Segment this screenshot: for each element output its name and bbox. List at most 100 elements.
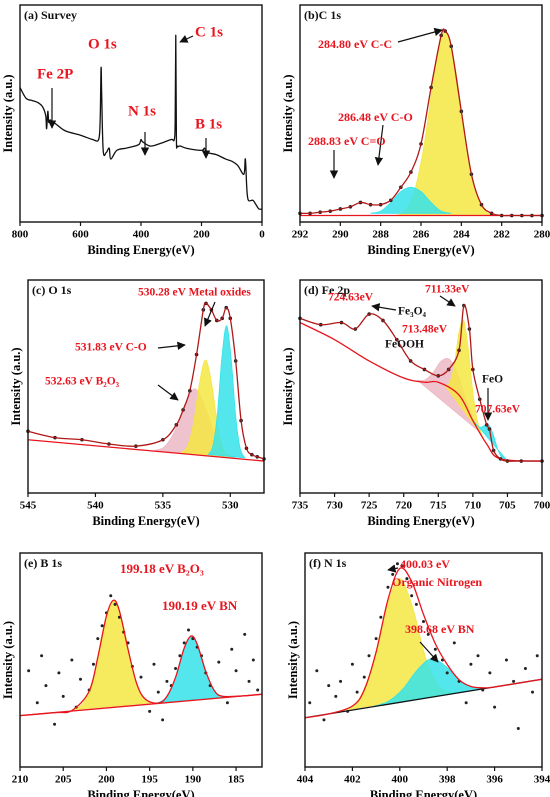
x-tick-label: 715 [430, 500, 447, 512]
x-tick-label: 725 [361, 500, 378, 512]
raw-point [187, 628, 191, 632]
raw-point [322, 718, 326, 722]
x-tick-label: 540 [87, 500, 104, 512]
annotation: 284.80 eV C-C [318, 37, 392, 51]
x-axis-label: Binding Energy(eV) [367, 243, 474, 257]
envelope-line [19, 599, 263, 717]
raw-point [504, 658, 508, 662]
plot-frame [19, 552, 263, 768]
raw-point [308, 701, 312, 705]
x-axis-label: Binding Energy(eV) [370, 788, 477, 797]
annotation: B 1s [195, 116, 222, 132]
raw-point [79, 677, 82, 681]
raw-point [234, 669, 238, 673]
panel-title: (f) N 1s [309, 556, 347, 570]
panel-title: (e) B 1s [24, 556, 62, 570]
annotation-arrow [157, 384, 179, 401]
annotation: Organic Nitrogen [392, 575, 482, 589]
x-tick-label: 286 [413, 229, 430, 241]
raw-point [148, 709, 152, 713]
x-tick-label: 185 [228, 774, 245, 786]
x-tick-label: 280 [534, 229, 550, 241]
plot-frame [27, 279, 265, 494]
envelope-line [299, 304, 542, 462]
annotation-arrow [439, 295, 456, 307]
annotation-arrow [387, 564, 399, 573]
background-line [299, 322, 543, 462]
annotation-arrow [179, 35, 194, 43]
panel-title: (a) Survey [24, 8, 77, 22]
raw-point [400, 564, 404, 568]
annotation: 532.63 eV B₂O₃ [45, 376, 120, 388]
raw-point [426, 632, 430, 636]
raw-point [391, 572, 395, 576]
x-axis-label: Binding Energy(eV) [367, 514, 474, 528]
plot-frame [19, 4, 263, 223]
raw-point [452, 641, 456, 645]
x-tick-label: 545 [20, 500, 37, 512]
x-axis-label: Binding Energy(eV) [87, 243, 194, 257]
y-axis-label: Intensity (a.u.) [286, 621, 300, 699]
annotation: C 1s [195, 24, 223, 40]
x-tick-label: 400 [392, 774, 409, 786]
raw-point [251, 658, 255, 662]
raw-point [100, 624, 104, 628]
raw-point [35, 701, 39, 705]
annotation: 713.48eV [402, 324, 448, 336]
annotation-arrow [374, 124, 384, 166]
x-tick-label: 402 [344, 774, 361, 786]
x-tick-label: 190 [185, 774, 202, 786]
raw-point [230, 647, 234, 651]
raw-point [152, 662, 156, 666]
envelope-line [19, 34, 263, 210]
raw-point [481, 688, 485, 692]
x-tick-label: 705 [499, 500, 516, 512]
raw-point [182, 641, 186, 645]
x-tick-label: 195 [141, 774, 158, 786]
fit-component [444, 319, 483, 437]
raw-point [113, 602, 117, 606]
raw-point [362, 675, 366, 679]
raw-point [117, 615, 121, 619]
raw-point [523, 667, 527, 671]
raw-point [178, 654, 182, 658]
fit-component [207, 325, 246, 459]
raw-point [161, 718, 165, 722]
raw-point [139, 675, 143, 679]
plot-frame [299, 4, 543, 223]
raw-point [334, 694, 338, 698]
annotation: N 1s [128, 103, 156, 119]
raw-point [350, 662, 354, 666]
y-axis-label: Intensity (a.u.) [9, 347, 23, 425]
annotation: Fe 2P [37, 66, 73, 82]
fit-component [472, 419, 507, 460]
raw-point [165, 679, 169, 683]
x-tick-label: 735 [292, 500, 309, 512]
annotation-arrow [204, 301, 216, 327]
x-tick-label: 210 [12, 774, 29, 786]
annotation: 288.83 eV C=O [308, 134, 386, 148]
raw-point [433, 647, 437, 651]
raw-point [410, 594, 414, 598]
annotation-arrow [397, 27, 443, 43]
x-tick-label: 530 [222, 500, 239, 512]
plot-frame [299, 279, 543, 494]
envelope-line [27, 302, 265, 460]
annotation: 190.19 eV BN [162, 598, 238, 613]
x-tick-label: 0 [259, 229, 265, 241]
annotation-arrow [419, 641, 439, 663]
x-tick-label: 398 [439, 774, 456, 786]
raw-point [44, 684, 48, 688]
x-tick-label: 284 [453, 229, 470, 241]
annotation: 707.63eV [475, 404, 521, 416]
panel-title: (b)C 1s [304, 8, 341, 22]
raw-point [414, 602, 418, 606]
fit-component [370, 186, 452, 214]
raw-point [96, 637, 100, 641]
x-tick-label: 700 [534, 500, 550, 512]
x-tick-label: 205 [55, 774, 72, 786]
raw-point [535, 654, 539, 658]
raw-point [386, 585, 390, 589]
raw-point [374, 637, 378, 641]
